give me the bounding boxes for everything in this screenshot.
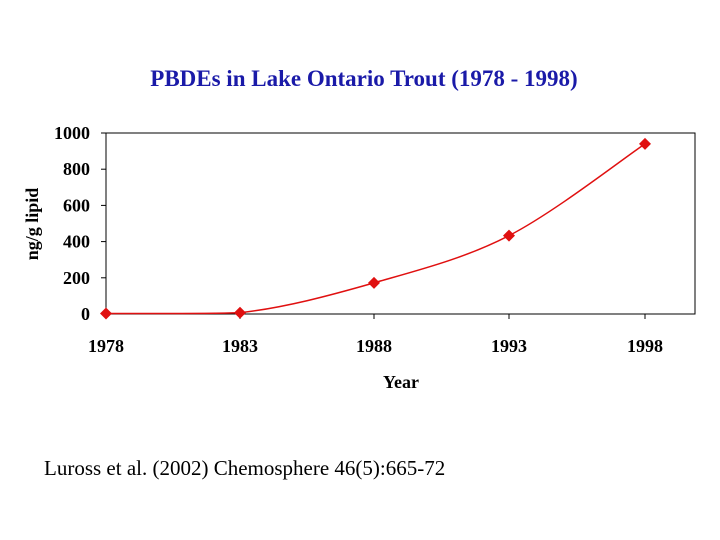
y-tick-label: 400 xyxy=(63,232,90,252)
y-axis-label: ng/g lipid xyxy=(22,188,42,261)
data-point-marker xyxy=(368,276,380,289)
data-point-marker xyxy=(503,229,515,242)
data-markers xyxy=(100,137,651,320)
data-point-marker xyxy=(234,306,246,319)
series-line xyxy=(105,143,646,315)
x-axis-label: Year xyxy=(383,372,419,392)
x-tick-label: 1988 xyxy=(356,336,392,356)
y-axis-ticks: 0 200 400 600 800 1000 xyxy=(54,123,106,324)
data-point-marker xyxy=(639,137,651,150)
x-axis-ticks: 1978 1983 1988 1993 1998 xyxy=(88,314,663,356)
y-tick-label: 0 xyxy=(81,304,90,324)
plot-area xyxy=(105,132,696,315)
x-tick-label: 1983 xyxy=(222,336,258,356)
x-tick-label: 1978 xyxy=(88,336,124,356)
x-tick-label: 1993 xyxy=(491,336,527,356)
data-point-marker xyxy=(100,307,112,320)
chart-title: PBDEs in Lake Ontario Trout (1978 - 1998… xyxy=(150,66,577,91)
citation-caption: Luross et al. (2002) Chemosphere 46(5):6… xyxy=(44,456,446,480)
y-tick-label: 1000 xyxy=(54,123,90,143)
y-tick-label: 600 xyxy=(63,195,90,215)
y-tick-label: 800 xyxy=(63,159,90,179)
y-tick-label: 200 xyxy=(63,268,90,288)
x-tick-label: 1998 xyxy=(627,336,663,356)
